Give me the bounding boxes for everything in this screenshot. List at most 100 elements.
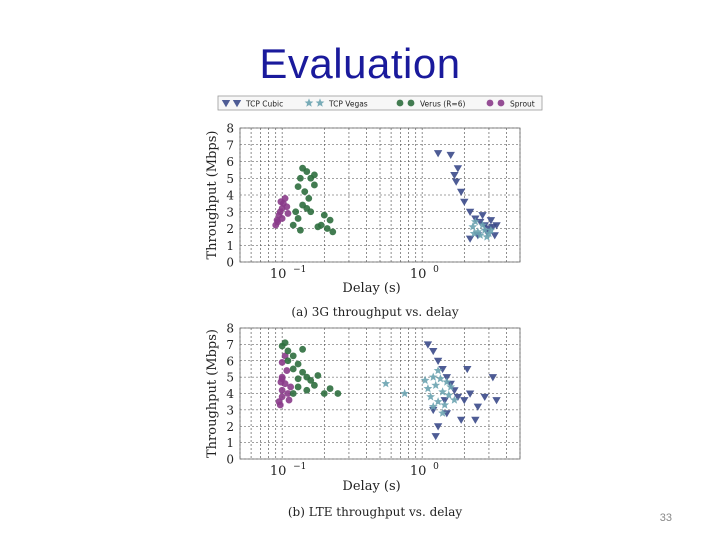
data-point bbox=[480, 393, 489, 401]
data-point bbox=[311, 171, 318, 179]
data-point bbox=[433, 365, 443, 375]
data-point bbox=[329, 228, 337, 236]
data-point bbox=[320, 211, 328, 219]
data-point bbox=[276, 401, 284, 409]
data-point bbox=[428, 402, 438, 411]
y-tick-label: 5 bbox=[226, 172, 234, 186]
data-point bbox=[287, 383, 295, 391]
data-point bbox=[446, 382, 456, 391]
y-tick-label: 1 bbox=[226, 239, 234, 253]
y-tick-label: 5 bbox=[226, 371, 234, 385]
data-point bbox=[431, 433, 440, 441]
legend-marker bbox=[221, 100, 231, 108]
legend-marker bbox=[407, 99, 415, 107]
y-tick-label: 0 bbox=[226, 453, 234, 467]
data-point bbox=[465, 235, 475, 243]
data-point bbox=[278, 358, 286, 366]
x-tick-label: 10 bbox=[410, 464, 427, 479]
data-point bbox=[478, 212, 487, 220]
data-point bbox=[456, 188, 466, 196]
data-point bbox=[320, 390, 328, 397]
chart-legend: TCP Cubic TCP Vegas Verus (R=6) Sprout bbox=[217, 95, 543, 111]
y-tick-label: 6 bbox=[226, 155, 234, 169]
data-point bbox=[442, 377, 452, 386]
data-point bbox=[278, 386, 286, 394]
data-point bbox=[492, 397, 501, 405]
data-point bbox=[426, 392, 436, 401]
data-point bbox=[277, 198, 285, 206]
y-tick-label: 3 bbox=[226, 403, 234, 417]
data-point bbox=[490, 232, 499, 240]
legend-box bbox=[217, 95, 543, 111]
data-point bbox=[281, 352, 289, 360]
y-axis-label: Throughput (Mbps) bbox=[205, 131, 220, 260]
x-tick-label: 10 bbox=[270, 464, 287, 479]
plot-frame bbox=[239, 327, 521, 460]
data-point bbox=[486, 217, 496, 225]
data-point bbox=[429, 347, 438, 356]
data-point bbox=[453, 165, 463, 173]
data-point bbox=[289, 221, 297, 229]
data-point bbox=[436, 374, 445, 383]
data-point bbox=[486, 225, 496, 234]
data-point bbox=[423, 383, 433, 393]
data-point bbox=[294, 183, 302, 191]
data-point bbox=[482, 232, 492, 241]
chart-caption: (b) LTE throughput vs. delay bbox=[288, 505, 462, 519]
legend-label: TCP Vegas bbox=[328, 100, 368, 109]
data-point bbox=[296, 174, 304, 182]
x-tick-exponent: −1 bbox=[293, 462, 306, 472]
legend-marker bbox=[396, 99, 404, 107]
data-point bbox=[478, 220, 487, 229]
y-tick-label: 1 bbox=[226, 436, 234, 450]
data-point bbox=[469, 228, 479, 238]
slide-title: Evaluation bbox=[259, 40, 461, 87]
data-point bbox=[289, 390, 297, 397]
data-point bbox=[303, 386, 311, 394]
data-point bbox=[444, 390, 454, 399]
legend-marker bbox=[304, 98, 314, 107]
data-point bbox=[285, 396, 293, 404]
data-point bbox=[492, 222, 501, 230]
data-point bbox=[289, 365, 297, 373]
x-tick-label: 10 bbox=[410, 267, 427, 282]
chart-panel-b: 0 1 2 3 4 5 6 7 8 10 −1 10 0 Delay (s) Throughput (Mbp… bbox=[205, 322, 521, 519]
legend-marker bbox=[497, 99, 505, 107]
legend-marker bbox=[232, 100, 242, 108]
chart-caption: (a) 3G throughput vs. delay bbox=[291, 305, 458, 319]
y-tick-label: 7 bbox=[226, 338, 234, 352]
data-point bbox=[450, 395, 459, 404]
y-tick-label: 7 bbox=[226, 138, 234, 152]
data-point bbox=[284, 347, 292, 355]
legend-label: Sprout bbox=[510, 100, 535, 109]
x-axis-label: Delay (s) bbox=[342, 479, 400, 494]
data-point bbox=[463, 365, 472, 374]
data-point bbox=[438, 408, 447, 417]
y-tick-label: 3 bbox=[226, 205, 234, 219]
series-verus-r-6- bbox=[289, 164, 337, 236]
y-tick-label: 8 bbox=[226, 122, 234, 136]
data-point bbox=[281, 339, 289, 347]
data-point bbox=[433, 423, 443, 431]
data-point bbox=[311, 181, 318, 189]
data-point bbox=[284, 357, 292, 365]
data-point bbox=[311, 381, 318, 389]
y-tick-label: 2 bbox=[226, 222, 234, 236]
legend-label: TCP Cubic bbox=[245, 100, 283, 109]
data-point bbox=[451, 178, 461, 186]
data-point bbox=[428, 372, 438, 381]
y-tick-label: 8 bbox=[226, 322, 234, 336]
y-tick-label: 0 bbox=[226, 256, 234, 270]
data-point bbox=[400, 388, 410, 398]
data-point bbox=[381, 379, 391, 388]
data-point bbox=[303, 168, 311, 175]
data-point bbox=[453, 393, 463, 401]
data-point bbox=[314, 372, 322, 379]
y-axis-label: Throughput (Mbps) bbox=[205, 329, 220, 458]
data-point bbox=[294, 360, 302, 368]
data-point bbox=[284, 210, 292, 217]
chart-panel-a: 0 1 2 3 4 5 6 7 8 10 −1 10 0 Delay (s) Throughput (Mbp… bbox=[205, 122, 521, 319]
data-point bbox=[475, 230, 485, 239]
data-point bbox=[317, 221, 325, 229]
